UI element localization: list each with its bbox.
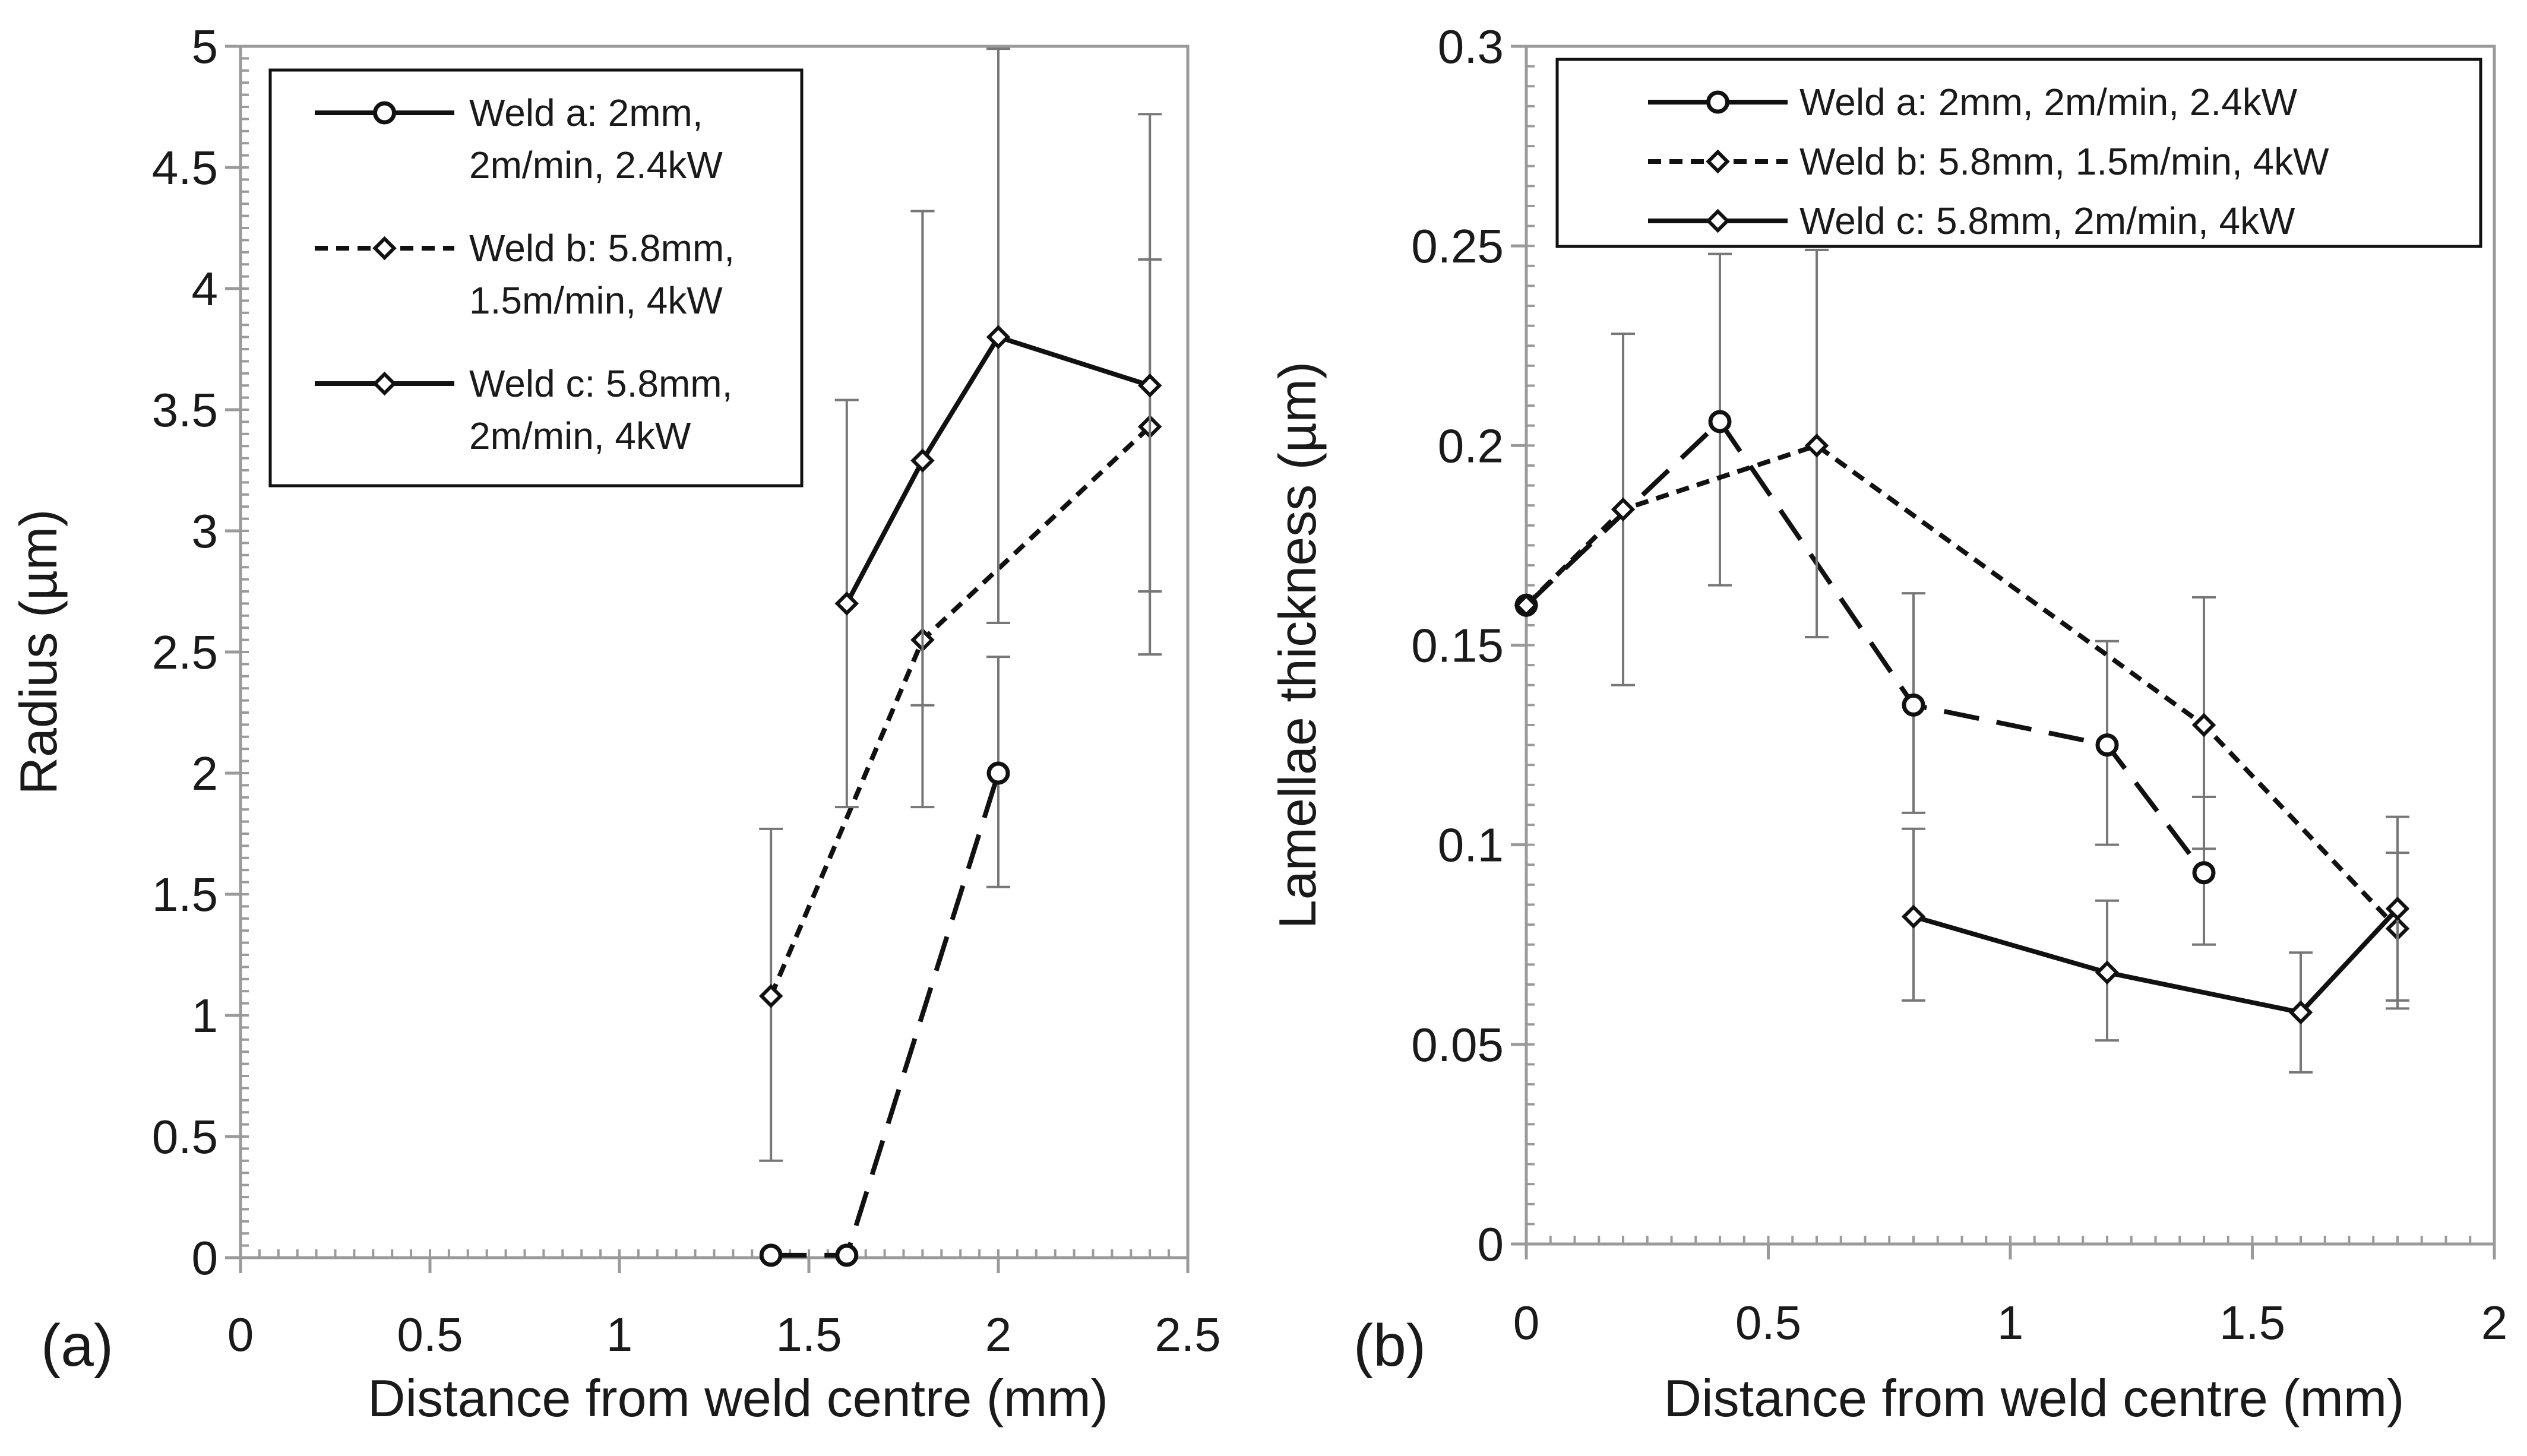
data-point-marker xyxy=(1708,410,1732,433)
y-axis-title: Radius (µm) xyxy=(9,509,68,795)
legend-entry-text: Weld b: 5.8mm, 1.5m/min, 4kW xyxy=(1799,140,2329,183)
y-tick-label: 1.5 xyxy=(152,868,218,921)
data-point-marker xyxy=(835,1243,859,1267)
x-tick-label: 2.5 xyxy=(1155,1308,1220,1361)
x-tick-label: 1.5 xyxy=(2219,1296,2285,1349)
x-axis-title: Distance from weld centre (mm) xyxy=(368,1369,1108,1427)
y-tick-label: 0.25 xyxy=(1411,220,1504,273)
y-tick-label: 4 xyxy=(192,262,219,315)
legend-box xyxy=(268,68,804,488)
series-3 xyxy=(834,48,1162,809)
data-point-marker xyxy=(1514,593,1539,618)
chart-panel-b: 0 0.5 1 1.5 2 0 0.05 0.1 0.15 0.2 0.25 0.3 Distance … xyxy=(1268,20,2507,1427)
y-tick-label: 2.5 xyxy=(152,626,218,679)
y-tick-label: 4.5 xyxy=(152,141,218,194)
legend-entry-text: 1.5m/min, 4kW xyxy=(469,279,723,322)
data-point-marker xyxy=(2095,960,2120,985)
data-point-marker xyxy=(1901,904,1926,929)
y-tick-label: 0.3 xyxy=(1438,20,1504,73)
data-point-marker xyxy=(1137,373,1162,398)
y-tick-label: 3 xyxy=(192,505,219,558)
legend-marker xyxy=(372,371,397,396)
data-point-marker xyxy=(986,761,1010,785)
y-tick-label: 0 xyxy=(192,1232,219,1284)
legend-entry-text: Weld c: 5.8mm, 2m/min, 4kW xyxy=(1799,200,2295,242)
legend: Weld a: 2mm, 2m/min, 2.4kW Weld b: 5.8mm, 1… xyxy=(268,68,804,488)
panel-label: (b) xyxy=(1353,1312,1426,1379)
legend-box xyxy=(1555,58,2482,248)
data-point-marker xyxy=(1611,497,1636,522)
x-tick-label: 0.5 xyxy=(1735,1296,1801,1349)
x-tick-label: 1 xyxy=(606,1308,633,1361)
panel-label: (a) xyxy=(41,1312,113,1379)
y-tick-label: 5 xyxy=(192,20,219,73)
legend-entry-text: 2m/min, 2.4kW xyxy=(469,144,723,186)
data-point-marker xyxy=(758,984,783,1008)
series-1 xyxy=(759,656,1010,1267)
series-line xyxy=(1525,443,2399,930)
x-tick-label: 0 xyxy=(227,1308,254,1361)
y-axis-title: Lamellae thickness (µm) xyxy=(1268,362,1327,929)
legend-entry-text: Weld a: 2mm, xyxy=(469,91,703,134)
series-line xyxy=(1912,907,2399,1015)
x-tick-label: 1.5 xyxy=(776,1308,842,1361)
series-3 xyxy=(1901,815,2410,1074)
x-tick-label: 2 xyxy=(2481,1296,2508,1349)
legend-entry-text: Weld a: 2mm, 2m/min, 2.4kW xyxy=(1799,81,2298,124)
legend-marker xyxy=(1706,90,1729,114)
minor-ticks xyxy=(1525,45,2496,1245)
legend-marker xyxy=(372,236,397,261)
data-point-marker xyxy=(2095,733,2119,757)
legend-entry-text: 2m/min, 4kW xyxy=(469,414,691,457)
minor-ticks xyxy=(239,45,1189,1259)
legend-entry-text: Weld c: 5.8mm, xyxy=(469,362,732,405)
data-point-marker xyxy=(986,325,1011,349)
legend-marker xyxy=(1706,208,1730,233)
legend-entry-text: Weld b: 5.8mm, xyxy=(469,227,735,270)
x-tick-label: 0.5 xyxy=(397,1308,463,1361)
x-axis-title: Distance from weld centre (mm) xyxy=(1664,1369,2405,1427)
data-point-marker xyxy=(1902,693,1925,717)
data-point-marker xyxy=(759,1243,783,1267)
y-tick-label: 1 xyxy=(192,989,219,1042)
x-tick-label: 1 xyxy=(1997,1296,2024,1349)
x-tick-label: 2 xyxy=(985,1308,1012,1361)
legend-marker xyxy=(373,101,396,125)
data-point-marker xyxy=(2191,713,2216,738)
y-tick-label: 0.5 xyxy=(152,1110,218,1163)
data-point-marker xyxy=(2192,861,2216,885)
legend: Weld a: 2mm, 2m/min, 2.4kW Weld b: 5.8mm,… xyxy=(1555,58,2482,248)
y-tick-label: 2 xyxy=(192,747,219,800)
data-point-marker xyxy=(2385,896,2410,921)
chart-panel-a: 0 0.5 1 1.5 2 2.5 0 0.5 1 1.5 2 2.5 3 3.5 4 4.5 5 Distanc… xyxy=(9,20,1221,1427)
y-tick-label: 0.15 xyxy=(1411,619,1504,672)
x-tick-label: 0 xyxy=(1513,1296,1540,1349)
y-tick-label: 3.5 xyxy=(152,384,218,436)
y-tick-label: 0.05 xyxy=(1411,1018,1504,1071)
series-line xyxy=(845,334,1151,605)
y-tick-label: 0.1 xyxy=(1438,819,1504,872)
y-tick-label: 0 xyxy=(1478,1218,1504,1271)
data-point-marker xyxy=(834,591,859,616)
data-point-marker xyxy=(2288,1000,2313,1025)
data-point-marker xyxy=(1804,433,1829,458)
legend-marker xyxy=(1706,149,1730,174)
y-tick-label: 0.2 xyxy=(1438,419,1504,472)
data-point-marker xyxy=(910,448,935,473)
